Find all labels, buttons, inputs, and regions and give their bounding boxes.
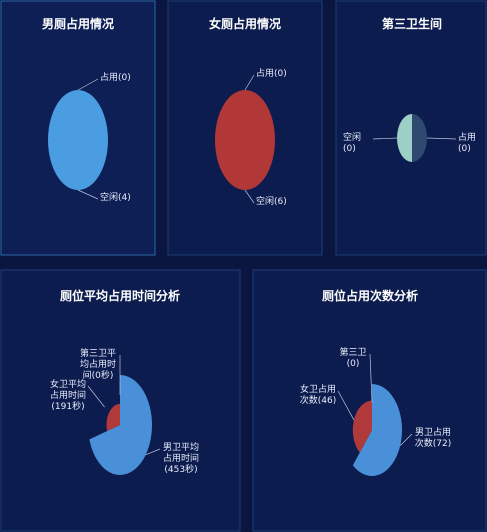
slice-label: 空闲(0) — [343, 133, 373, 155]
pie-slice — [48, 90, 108, 190]
slice-name: 女卫占用次数 — [299, 385, 336, 406]
leader-line — [77, 189, 99, 200]
slice-label: 空闲(4) — [100, 193, 145, 204]
slice-label: 男卫平均占用时间(453秒) — [160, 443, 202, 476]
leader-line — [426, 137, 457, 140]
slice-value: (0) — [274, 69, 287, 79]
chart-title: 第三卫生间 — [382, 16, 442, 31]
slice-value: (46) — [317, 396, 337, 406]
slice-name: 占用 — [458, 133, 477, 143]
slice-label: 女卫平均占用时间(191秒) — [48, 380, 88, 413]
leader-line — [244, 189, 255, 204]
slice-name: 占用 — [256, 69, 275, 79]
leader-line — [372, 137, 398, 140]
leader-line — [337, 390, 355, 421]
slice-name: 空闲 — [343, 133, 362, 143]
chart-title: 男厕占用情况 — [42, 16, 114, 31]
slice-value: (4) — [118, 193, 131, 203]
slice-label: 第三卫(0) — [336, 348, 370, 370]
slice-value: (453秒) — [164, 465, 198, 475]
slice-value: (0) — [343, 144, 356, 154]
pie-slice — [106, 403, 120, 432]
slice-name: 第三卫平均占用时间 — [79, 349, 116, 381]
chart-title: 厕位占用次数分析 — [322, 288, 418, 303]
pie-slice — [352, 384, 402, 476]
slice-name: 空闲 — [100, 193, 119, 203]
slice-value: (191秒) — [51, 402, 85, 412]
panel — [252, 269, 487, 532]
slice-name: 占用 — [100, 73, 119, 83]
leader-line — [77, 78, 99, 91]
leader-line — [244, 74, 255, 91]
slice-name: 男卫占用次数 — [414, 428, 451, 449]
slice-value: (0) — [458, 144, 471, 154]
slice-value: (0) — [118, 73, 131, 83]
pie-slice — [215, 90, 275, 190]
leader-line — [369, 353, 373, 403]
slice-value: (0) — [346, 359, 360, 369]
pie-slice — [397, 114, 412, 162]
slice-value: (6) — [274, 197, 287, 207]
leader-line — [87, 385, 105, 408]
pie-slice — [352, 400, 372, 453]
slice-label: 男卫占用次数(72) — [412, 428, 454, 450]
slice-value: (0秒) — [91, 371, 114, 381]
pie-slice — [412, 114, 427, 162]
slice-label: 占用(0) — [256, 69, 301, 80]
slice-name: 女卫平均占用时间 — [49, 380, 86, 401]
slice-label: 占用(0) — [100, 73, 145, 84]
slice-name: 第三卫 — [339, 348, 367, 358]
slice-label: 女卫占用次数(46) — [298, 385, 338, 407]
pie-slice — [89, 375, 152, 475]
chart-title: 女厕占用情况 — [209, 16, 281, 31]
leader-line — [399, 433, 413, 446]
leader-line — [145, 448, 161, 456]
slice-name: 空闲 — [256, 197, 275, 207]
slice-value: (72) — [432, 439, 452, 449]
chart-title: 厕位平均占用时间分析 — [60, 288, 180, 303]
slice-label: 第三卫平均占用时间(0秒) — [76, 349, 120, 382]
slice-name: 男卫平均占用时间 — [162, 443, 199, 464]
slice-label: 空闲(6) — [256, 197, 301, 208]
slice-label: 占用(0) — [458, 133, 487, 155]
